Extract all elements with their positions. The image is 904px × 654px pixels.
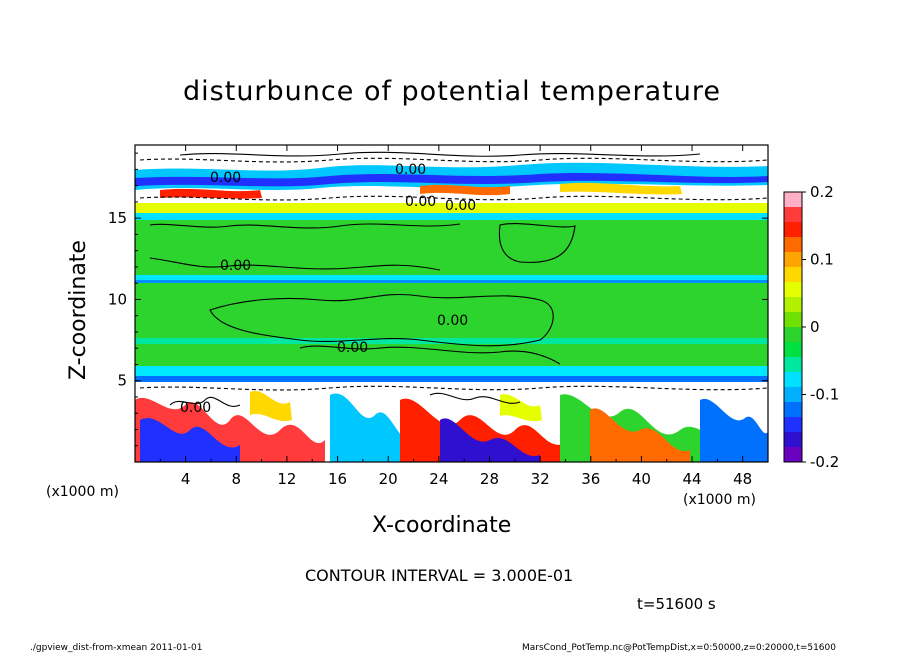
colorbar-segment: [784, 237, 802, 253]
contour-line: [498, 223, 576, 263]
contour-label: 0.00: [395, 162, 426, 178]
lower-orange-blob: [590, 408, 690, 462]
upper-blue-band: [135, 173, 768, 187]
colorbar-segment: [784, 432, 802, 448]
colorbar-segment: [784, 297, 802, 313]
x-unit-label-right: (x1000 m): [683, 492, 756, 508]
mid-cyan-streak: [135, 275, 768, 280]
x-tick-label: 8: [232, 470, 242, 488]
contour-label: 0.00: [180, 400, 211, 416]
x-tick-label: 16: [328, 470, 347, 488]
x-tick-label: 44: [682, 470, 701, 488]
contour-label: 0.00: [437, 313, 468, 329]
contour-line: [149, 223, 461, 229]
contour-line: [149, 257, 441, 271]
x-tick-label: 48: [733, 470, 752, 488]
x-tick-label: 4: [181, 470, 191, 488]
colorbar-tick-label: 0.2: [810, 183, 834, 201]
mid-teal-streak: [135, 338, 768, 344]
colorbar-segment: [784, 372, 802, 388]
y-axis: 5 10 15: [108, 152, 768, 447]
contour-label: 0.00: [405, 194, 436, 210]
lower-purple-blob: [440, 418, 540, 462]
colorbar-tick-label: 0.1: [810, 251, 834, 269]
dashed-contours: [139, 157, 768, 391]
upper-orange-streak: [420, 184, 510, 196]
colorbar-tick-label: 0: [810, 318, 820, 336]
footer-script-label: ./gpview_dist-from-xmean 2011-01-01: [30, 643, 203, 653]
time-label: t=51600 s: [637, 595, 716, 613]
colorbar-tick-label: -0.1: [810, 386, 839, 404]
lower-yellow-blob: [250, 391, 292, 422]
lower-blue-blob-2: [700, 398, 768, 462]
lower-cyan-streak: [135, 366, 768, 376]
x-axis: 4 8 12 16 20 24 28 32 36 40 44 48: [159, 145, 752, 488]
x-tick-label: 24: [429, 470, 448, 488]
mid-blue-streak: [135, 280, 768, 283]
colorbar: 0.2 0.1 0 -0.1 -0.2: [783, 183, 839, 471]
dashed-contour-line: [139, 195, 768, 201]
lower-blue-blob-1: [140, 418, 240, 462]
colorbar-segment: [784, 447, 802, 463]
x-axis-label: X-coordinate: [372, 513, 512, 538]
lower-blue-streak: [135, 376, 768, 382]
upper-yellow-streak: [560, 182, 682, 195]
contour-line: [179, 151, 701, 157]
contour-label: 0.00: [337, 340, 368, 356]
lower-yellowgreen-blob: [500, 394, 542, 422]
y-tick-label: 10: [108, 290, 127, 308]
contour-label: 0.00: [210, 170, 241, 186]
contour-interval-label: CONTOUR INTERVAL = 3.000E-01: [305, 566, 574, 585]
colorbar-segment: [784, 282, 802, 298]
y-tick-label: 15: [108, 209, 127, 227]
colorbar-segment: [784, 342, 802, 358]
x-tick-label: 28: [480, 470, 499, 488]
colorbar-segment: [784, 252, 802, 268]
dashed-contour-line: [139, 157, 768, 163]
colorbar-segment: [784, 402, 802, 418]
colorbar-segment: [784, 222, 802, 238]
colorbar-segment: [784, 417, 802, 433]
transition-band-1: [135, 203, 768, 213]
y-axis-label: Z-coordinate: [66, 240, 91, 380]
x-tick-label: 32: [531, 470, 550, 488]
upper-red-streak: [160, 188, 262, 199]
footer-source-label: MarsCond_PotTemp.nc@PotTempDist,x=0:5000…: [522, 643, 836, 653]
contour-label: 0.00: [445, 198, 476, 214]
contour-line: [429, 392, 521, 404]
colorbar-segment: [784, 327, 802, 343]
x-tick-label: 40: [632, 470, 651, 488]
colorbar-segment: [784, 192, 802, 208]
x-unit-label-left: (x1000 m): [46, 484, 119, 500]
contour-line: [299, 345, 561, 365]
colorbar-segment: [784, 357, 802, 373]
colorbar-segment: [784, 207, 802, 223]
colorbar-segment: [784, 387, 802, 403]
chart-title: disturbunce of potential temperature: [183, 76, 721, 107]
dashed-contour-line: [139, 385, 768, 391]
contour-lines: [149, 151, 701, 407]
colorbar-segment: [784, 267, 802, 283]
colorbar-segment: [784, 312, 802, 328]
plot-frame: [134, 144, 769, 463]
contour-label: 0.00: [220, 258, 251, 274]
x-tick-label: 36: [581, 470, 600, 488]
transition-band-2: [135, 213, 768, 220]
y-tick-label: 5: [117, 372, 127, 390]
contour-line: [169, 396, 241, 407]
colorbar-tick-label: -0.2: [810, 453, 839, 471]
x-tick-label: 12: [277, 470, 296, 488]
contour-line: [209, 293, 554, 347]
contour-label-group: 0.00 0.00 0.00 0.00 0.00 0.00 0.00 0.00: [180, 162, 476, 416]
x-tick-label: 20: [379, 470, 398, 488]
